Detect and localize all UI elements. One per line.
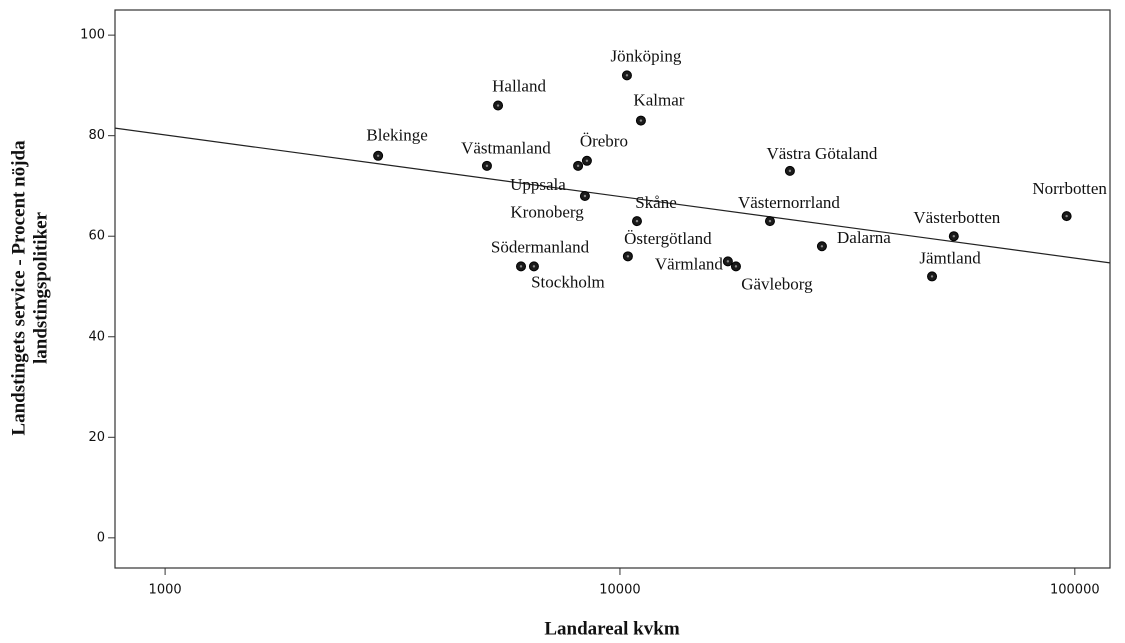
point-label: Västmanland	[461, 139, 551, 158]
y-tick-label: 40	[88, 329, 105, 344]
point-center	[485, 164, 489, 168]
y-tick-label: 0	[97, 530, 105, 545]
point-label: Östergötland	[624, 229, 712, 248]
point-center	[930, 275, 934, 278]
point-label: Kronoberg	[510, 203, 584, 222]
trend-line	[114, 127, 1111, 264]
point-label: Stockholm	[531, 272, 605, 291]
point-center	[734, 265, 738, 268]
point-label: Uppsala	[510, 175, 566, 194]
point-center	[1065, 214, 1068, 218]
point-center	[583, 194, 587, 198]
point-center	[635, 219, 639, 223]
point-center	[820, 245, 824, 248]
point-label: Värmland	[655, 254, 723, 273]
y-axis-label: Landstingets service - Procent nöjda	[8, 140, 29, 436]
point-center	[768, 219, 772, 223]
point-label: Södermanland	[491, 237, 590, 256]
point-label: Kalmar	[633, 91, 684, 110]
y-tick-label: 80	[88, 128, 105, 143]
point-label: Gävleborg	[741, 274, 813, 293]
point-label: Dalarna	[837, 228, 891, 247]
point-label: Norrbotten	[1032, 179, 1107, 198]
y-tick-label: 20	[88, 430, 105, 445]
point-center	[585, 159, 589, 163]
point-label: Blekinge	[366, 126, 427, 145]
point-center	[626, 255, 630, 258]
point-center	[376, 154, 380, 157]
point-label: Västernorrland	[738, 193, 840, 212]
point-center	[726, 260, 730, 263]
y-tick-label: 100	[80, 28, 105, 43]
x-tick-label: 10000	[599, 583, 640, 598]
point-center	[639, 119, 643, 122]
point-label: Västra Götaland	[766, 144, 877, 163]
point-center	[576, 164, 580, 168]
point-label: Jämtland	[919, 248, 981, 267]
point-center	[625, 74, 629, 77]
x-tick-label: 100000	[1050, 583, 1100, 598]
x-axis-label: Landareal kvkm	[544, 618, 679, 639]
point-center	[519, 265, 523, 268]
point-center	[788, 169, 792, 173]
point-label: Västerbotten	[913, 208, 1000, 227]
point-label: Jönköping	[611, 46, 682, 65]
point-center	[952, 235, 956, 238]
y-axis-label: landstingspolitiker	[30, 211, 51, 364]
point-label: Halland	[492, 76, 546, 95]
point-center	[496, 104, 500, 107]
point-center	[532, 265, 536, 268]
y-tick-label: 60	[88, 229, 105, 244]
x-tick-label: 1000	[149, 583, 182, 598]
plot-area	[114, 9, 1111, 569]
point-label: Örebro	[580, 132, 628, 151]
point-label: Skåne	[635, 193, 677, 212]
